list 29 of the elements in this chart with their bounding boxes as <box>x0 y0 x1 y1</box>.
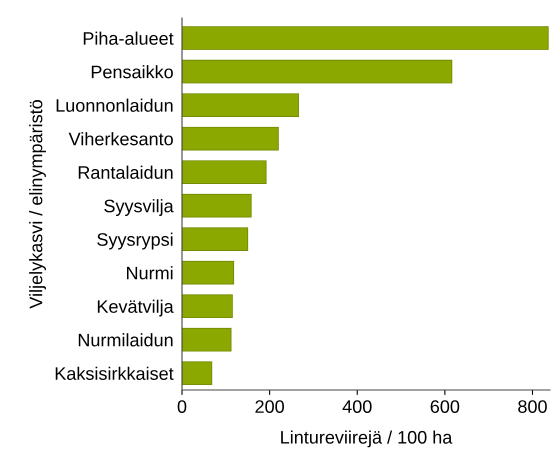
bar <box>182 93 299 117</box>
x-tick-label: 600 <box>430 400 460 413</box>
x-tick-label: 0 <box>178 400 186 413</box>
y-tick-label: Kevätvilja <box>98 300 174 317</box>
x-tick-label: 800 <box>518 400 547 413</box>
y-tick-label: Viherkesanto <box>68 132 173 146</box>
x-axis-title: Lintureviirejä / 100 ha <box>281 430 452 448</box>
x-tick-label: 400 <box>342 400 372 413</box>
bar <box>182 26 549 50</box>
y-tick-label: Syysvilja <box>104 199 174 216</box>
y-tick-label: Pensaikko <box>92 65 173 78</box>
y-tick-label: Luonnonlaidun <box>56 98 173 112</box>
y-tick-label: Nurmilaidun <box>78 333 172 346</box>
y-tick-label: Syysrypsi <box>97 232 172 250</box>
bar <box>182 126 279 150</box>
y-tick-label: Kaksisirkkaiset <box>56 366 174 380</box>
bar <box>182 194 252 218</box>
bar <box>182 294 233 318</box>
bar <box>182 227 248 252</box>
bar <box>182 260 234 285</box>
y-axis-title: Viljelykasvi / elinympäristö <box>29 100 46 309</box>
bar <box>182 60 452 84</box>
bar <box>182 160 267 184</box>
x-tick-label: 200 <box>255 400 284 413</box>
bar <box>182 328 232 352</box>
y-tick-label: Nurmi <box>127 266 172 280</box>
y-tick-label: Rantalaidun <box>78 166 172 179</box>
bar <box>182 361 212 386</box>
y-tick-label: Piha-alueet <box>84 32 174 45</box>
